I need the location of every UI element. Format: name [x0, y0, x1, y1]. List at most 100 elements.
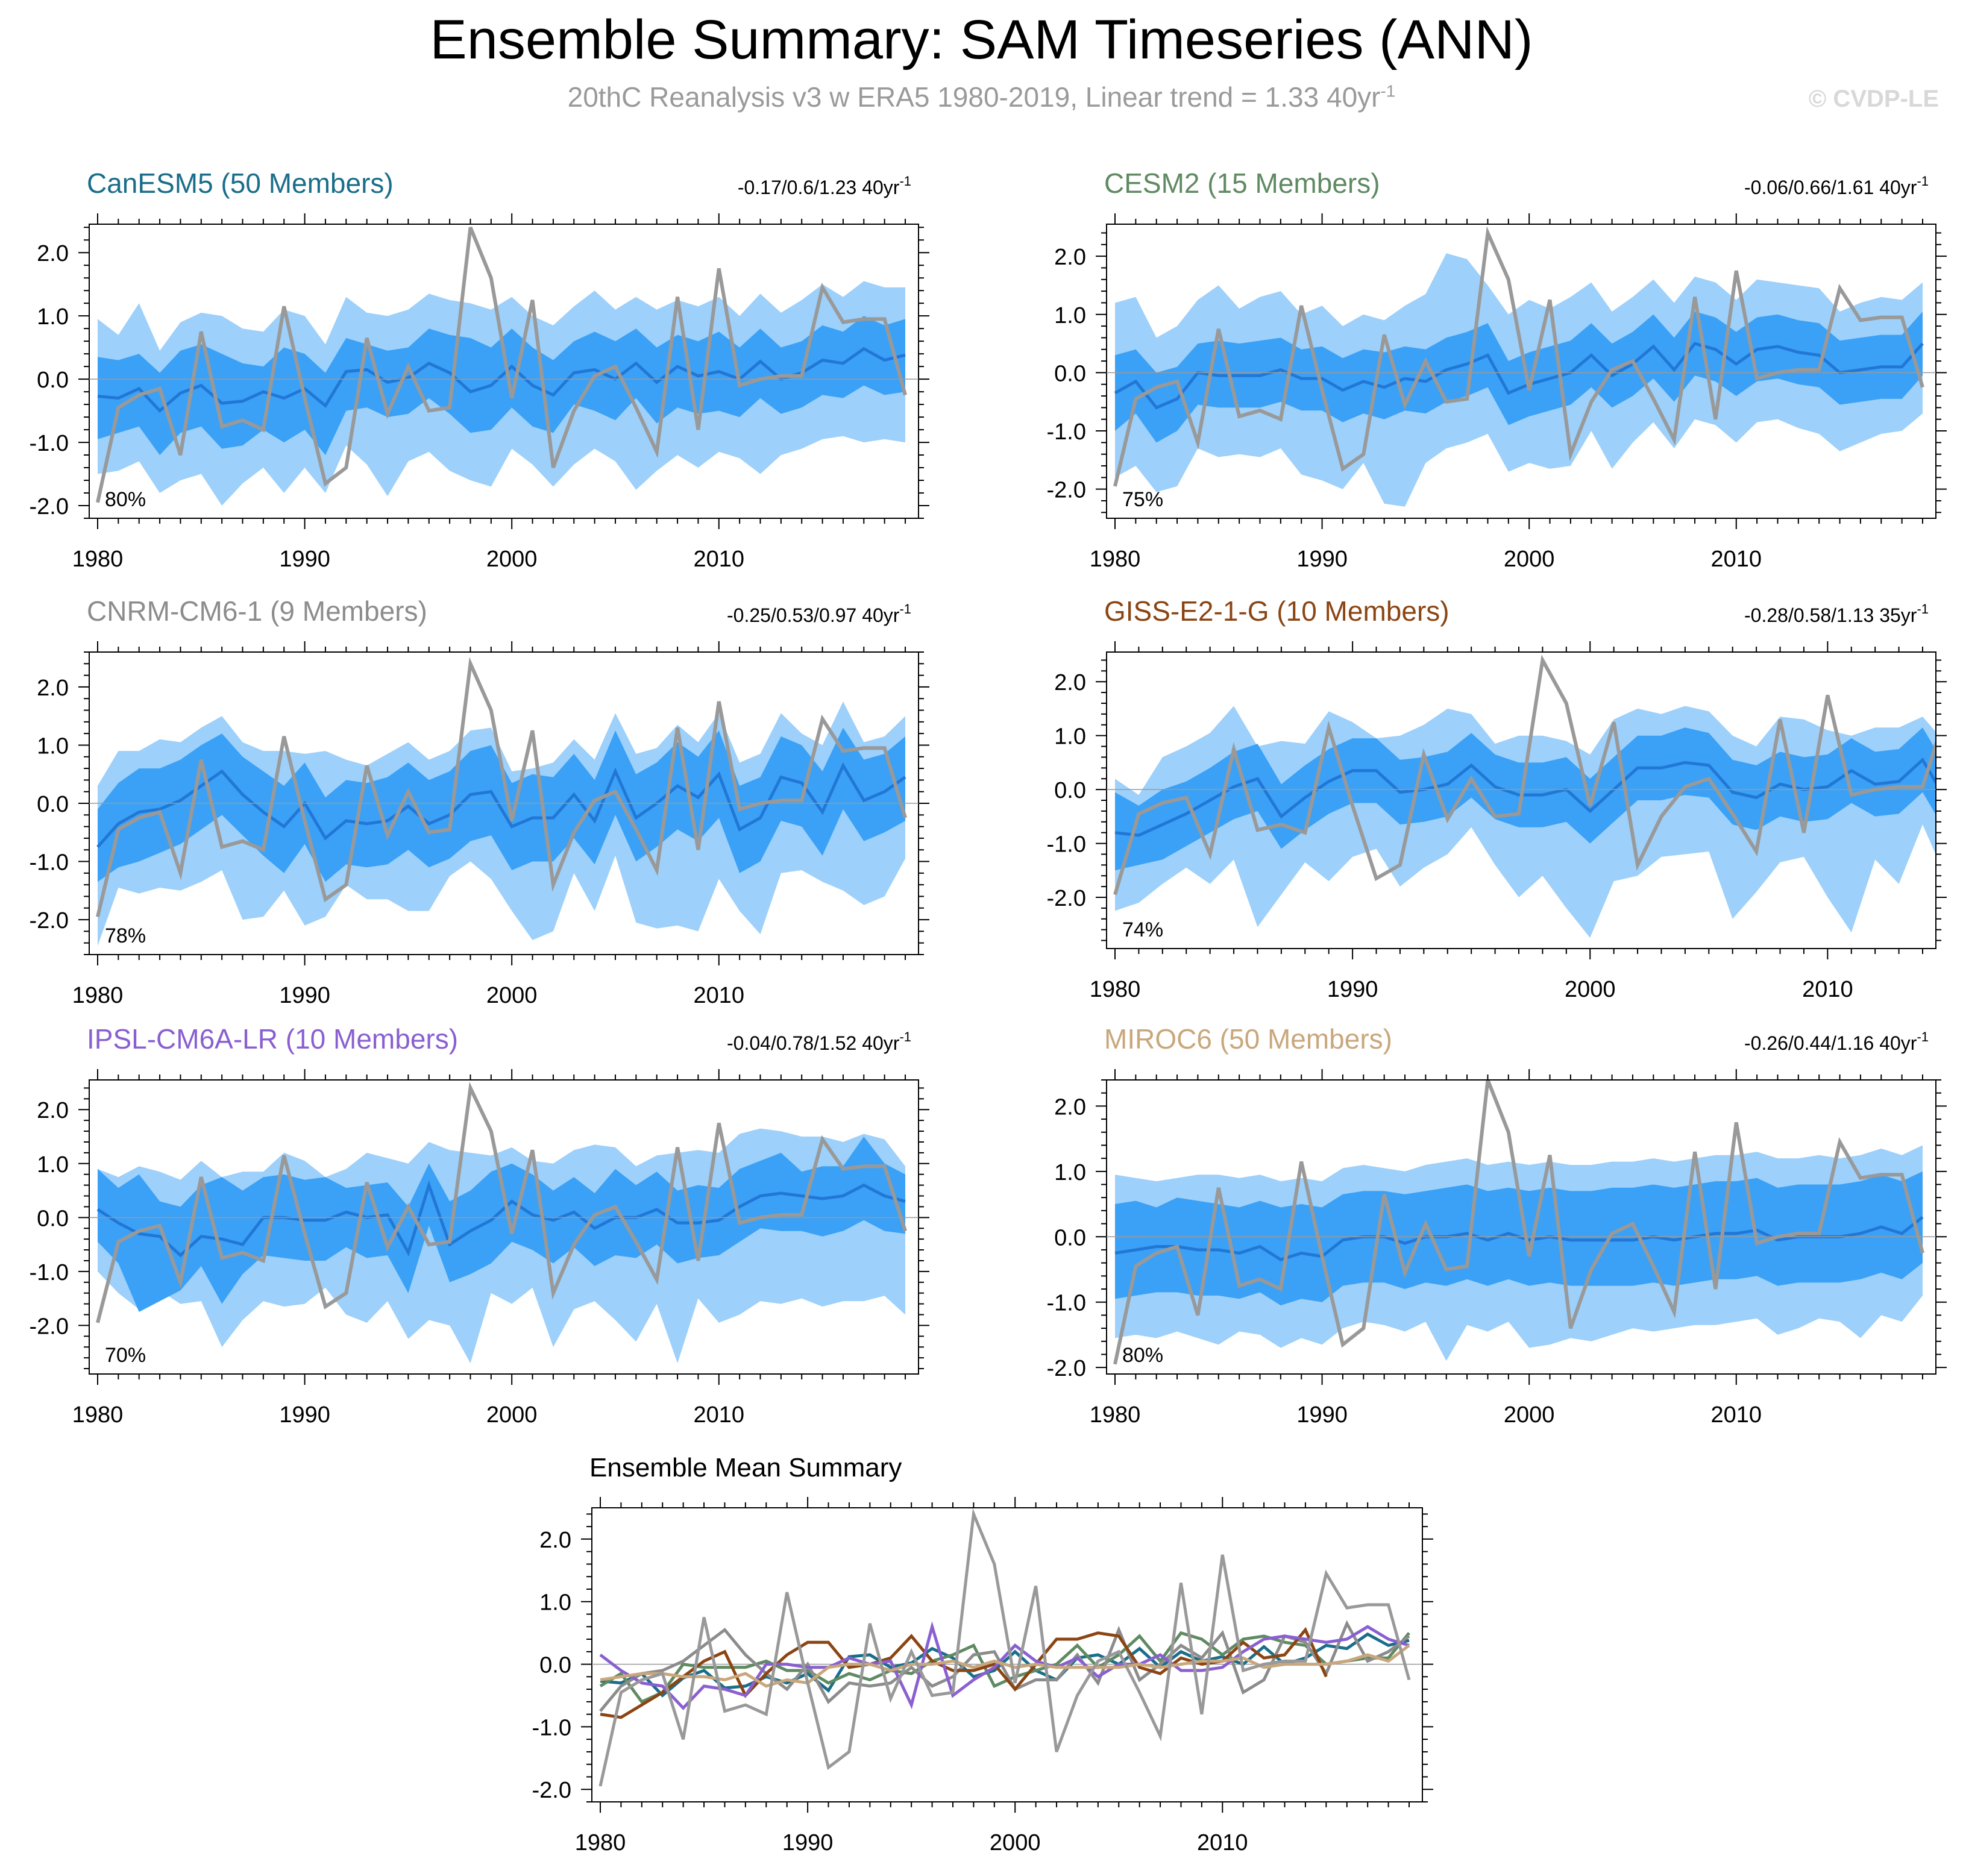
panel-canesm5-percent-label: 80% [105, 488, 146, 511]
summary-xtick-label: 1980 [575, 1830, 626, 1856]
panel-giss-e2-1-g-ensemble-mean-line [1114, 757, 1936, 837]
panel-miroc6-xtick-label: 2000 [1504, 1402, 1555, 1428]
subtitle-text: 20thC Reanalysis v3 w ERA5 1980-2019, Li… [567, 81, 1381, 113]
panel-ipsl-cm6a-lr: 2.0 1.0 0.0 -1.0 -2.0 1980 1990 2000 2010 IPSL-CM… [30, 1023, 929, 1428]
summary-xtick-label: 2000 [990, 1830, 1041, 1856]
panel-giss-e2-1-g-plot-area [1113, 654, 1936, 938]
summary-line-observations [598, 1508, 1411, 1787]
subtitle: 20thC Reanalysis v3 w ERA5 1980-2019, Li… [0, 81, 1963, 113]
summary-line-giss-e2-1-g [600, 1627, 1328, 1719]
panel-cesm2-xtick-label: 2000 [1504, 547, 1555, 572]
panel-cnrm-cm6-1-xtick-label: 2010 [693, 983, 744, 1008]
panel-canesm5-plot-area [96, 227, 907, 506]
panel-ipsl-cm6a-lr-xtick-label: 2000 [486, 1402, 538, 1428]
panel-miroc6-xtick-label: 1980 [1090, 1402, 1141, 1428]
panel-canesm5-inner-band [98, 316, 905, 456]
main-title: Ensemble Summary: SAM Timeseries (ANN) [430, 9, 1533, 71]
panel-cnrm-cm6-1-trend-label: -0.25/0.53/0.97 40yr-1 [727, 601, 911, 626]
panel-canesm5-title: CanESM5 (50 Members) [87, 168, 394, 199]
panel-canesm5-ensemble-mean-line [97, 347, 906, 413]
summary-ytick-label: 2.0 [539, 1528, 571, 1553]
panel-cesm2-ytick-label: -2.0 [1047, 478, 1086, 503]
summary-xtick-label: 1990 [782, 1830, 834, 1856]
panel-ipsl-cm6a-lr-trend-exponent: -1 [899, 1029, 911, 1044]
panel-cnrm-cm6-1-percent-label: 78% [105, 924, 146, 947]
panel-giss-e2-1-g-title: GISS-E2-1-G (10 Members) [1104, 595, 1449, 627]
panel-ipsl-cm6a-lr-xtick-label: 1980 [72, 1402, 124, 1428]
panel-cesm2-trend-exponent: -1 [1917, 174, 1929, 189]
panel-cnrm-cm6-1-xtick-label: 2000 [486, 983, 538, 1008]
panel-miroc6-title: MIROC6 (50 Members) [1104, 1023, 1392, 1055]
summary-ytick-label: -2.0 [532, 1778, 571, 1803]
panel-giss-e2-1-g-ytick-label: -1.0 [1047, 832, 1086, 858]
panel-giss-e2-1-g-xtick-label: 1980 [1090, 977, 1141, 1002]
panel-giss-e2-1-g-xtick-label: 2010 [1802, 977, 1853, 1002]
panel-ipsl-cm6a-lr-xtick-label: 1990 [279, 1402, 330, 1428]
panel-cnrm-cm6-1-trend-exponent: -1 [899, 601, 911, 616]
summary-title: Ensemble Mean Summary [589, 1453, 902, 1482]
panel-canesm5-trend-exponent: -1 [899, 174, 911, 189]
panel-ipsl-cm6a-lr-ytick-label: -2.0 [30, 1314, 69, 1339]
panel-miroc6-frame [1106, 1079, 1936, 1375]
panel-cesm2-percent-label: 75% [1122, 488, 1163, 511]
panel-canesm5: 2.0 1.0 0.0 -1.0 -2.0 1980 1990 2000 2010 CanESM5… [30, 168, 929, 572]
subtitle-exponent: -1 [1380, 81, 1396, 101]
panel-canesm5-ytick-label: -2.0 [30, 494, 69, 519]
panel-ipsl-cm6a-lr-title: IPSL-CM6A-LR (10 Members) [87, 1023, 458, 1055]
summary-line-cesm2 [599, 1631, 1410, 1704]
panel-cnrm-cm6-1-ytick-label: 1.0 [37, 733, 69, 759]
panel-ipsl-cm6a-lr-percent-label: 70% [105, 1344, 146, 1367]
panel-ipsl-cm6a-lr-ytick-label: 1.0 [37, 1152, 69, 1178]
panel-cesm2-xtick-label: 1980 [1090, 547, 1141, 572]
panel-canesm5-ytick-label: 1.0 [37, 304, 69, 330]
panel-cesm2-ytick-label: 2.0 [1054, 245, 1086, 270]
summary-line-cnrm-cm6-1 [599, 1620, 1410, 1712]
panel-canesm5-ytick-label: 2.0 [37, 241, 69, 266]
panel-cnrm-cm6-1-xtick-label: 1980 [72, 983, 124, 1008]
panel-miroc6-ytick-label: -2.0 [1047, 1356, 1086, 1381]
panel-cesm2-ytick-label: 0.0 [1054, 361, 1086, 386]
summary-xtick-label: 2010 [1197, 1830, 1248, 1856]
panel-cesm2-observation-line [1113, 226, 1924, 487]
panel-canesm5-observation-line [96, 227, 907, 503]
summary-panel: 2.0 1.0 0.0 -1.0 -2.0 1980 1990 2000 2010 Ensembl… [532, 1453, 1433, 1856]
summary-ytick-label: 0.0 [539, 1653, 571, 1678]
panel-cnrm-cm6-1-title: CNRM-CM6-1 (9 Members) [87, 595, 427, 627]
panel-ipsl-cm6a-lr-ytick-label: 0.0 [37, 1206, 69, 1231]
panel-cnrm-cm6-1-ytick-label: 0.0 [37, 792, 69, 817]
panel-giss-e2-1-g-ytick-label: 1.0 [1054, 724, 1086, 750]
panel-cnrm-cm6-1-ensemble-mean-line [96, 762, 906, 849]
panel-canesm5-xtick-label: 1990 [279, 547, 330, 572]
panel-cnrm-cm6-1-observation-line [96, 657, 907, 917]
panel-giss-e2-1-g-ytick-label: 2.0 [1054, 670, 1086, 695]
panel-ipsl-cm6a-lr-plot-area [96, 1082, 907, 1364]
summary-frame [591, 1507, 1423, 1802]
panel-giss-e2-1-g: 2.0 1.0 0.0 -1.0 -2.0 1980 1990 2000 2010 GISS-E2… [1047, 595, 1947, 1002]
panel-cnrm-cm6-1-ytick-label: 2.0 [37, 676, 69, 701]
panel-canesm5-xtick-label: 2000 [486, 547, 538, 572]
panel-giss-e2-1-g-xtick-label: 2000 [1565, 977, 1616, 1002]
panel-cnrm-cm6-1-plot-area [96, 657, 907, 946]
panel-cesm2-frame [1106, 224, 1936, 519]
panel-ipsl-cm6a-lr-ytick-label: -1.0 [30, 1260, 69, 1285]
panel-cesm2-ytick-label: 1.0 [1054, 303, 1086, 328]
panel-cesm2: 2.0 1.0 0.0 -1.0 -2.0 1980 1990 2000 2010 CESM2 (… [1047, 168, 1947, 572]
panel-cesm2-inner-band [1115, 312, 1923, 443]
panel-miroc6-plot-area [1113, 1080, 1924, 1365]
panel-miroc6-xtick-label: 1990 [1296, 1402, 1348, 1428]
panel-cnrm-cm6-1-xtick-label: 1990 [279, 983, 330, 1008]
panel-miroc6-trend-exponent: -1 [1917, 1029, 1929, 1044]
summary-plot-area [598, 1508, 1411, 1787]
panel-cesm2-ensemble-mean-line [1114, 342, 1924, 410]
panel-ipsl-cm6a-lr-trend-label: -0.04/0.78/1.52 40yr-1 [727, 1029, 911, 1054]
panel-giss-e2-1-g-trend-exponent: -1 [1917, 601, 1929, 616]
panel-cesm2-plot-area [1113, 226, 1924, 507]
panel-giss-e2-1-g-ytick-label: -2.0 [1047, 886, 1086, 911]
panel-ipsl-cm6a-lr-frame [89, 1079, 919, 1375]
panel-ipsl-cm6a-lr-observation-line [96, 1082, 907, 1323]
panel-canesm5-xtick-label: 1980 [72, 547, 124, 572]
panel-giss-e2-1-g-trend-label: -0.28/0.58/1.13 35yr-1 [1744, 601, 1929, 626]
panel-miroc6-inner-band [1115, 1171, 1923, 1306]
